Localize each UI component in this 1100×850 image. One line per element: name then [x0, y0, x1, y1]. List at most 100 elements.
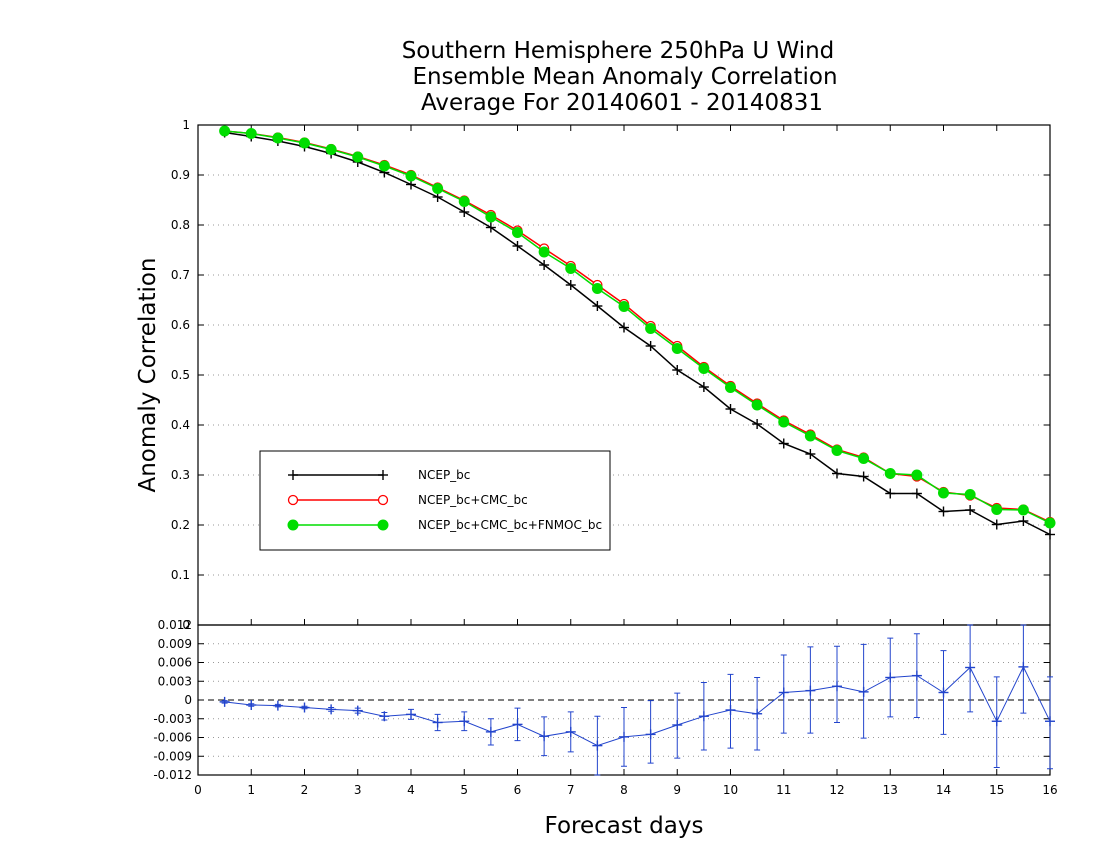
- data-point: [539, 260, 550, 270]
- top-y-tick-label: 0.2: [171, 518, 190, 532]
- data-point: [991, 504, 1003, 515]
- difference-point: [832, 681, 842, 692]
- difference-line: [224, 665, 1051, 747]
- data-point: [1017, 504, 1029, 516]
- data-point: [698, 382, 709, 392]
- data-point: [299, 137, 310, 149]
- data-point: [352, 151, 364, 163]
- difference-point: [485, 726, 496, 737]
- data-point: [538, 246, 550, 258]
- legend-marker-right: [377, 494, 389, 506]
- data-point: [1044, 517, 1056, 529]
- difference-point: [645, 729, 656, 740]
- data-point: [752, 419, 763, 429]
- difference-point: [379, 711, 390, 722]
- difference-point: [512, 719, 523, 730]
- top-panel-series: [219, 125, 1056, 540]
- data-point: [512, 227, 523, 238]
- bottom-y-axis: -0.012 -0.009 -0.006 -0.003 0 0.003 0.006 0.009…: [153, 618, 1050, 782]
- legend-label: NCEP_bc+CMC_bc+FNMOC_bc: [418, 518, 602, 532]
- x-tick-label: 8: [620, 783, 628, 797]
- data-point: [885, 488, 896, 499]
- x-tick-label: 0: [194, 783, 202, 797]
- bottom-y-tick-label: -0.006: [153, 731, 192, 745]
- legend-item-1: NCEP_bc+CMC_bc: [287, 493, 528, 507]
- chart-title-line-2: Ensemble Mean Anomaly Correlation: [412, 64, 837, 90]
- top-y-tick-label: 0.1: [171, 568, 190, 582]
- x-tick-label: 11: [776, 783, 791, 797]
- legend-item-2: NCEP_bc+CMC_bc+FNMOC_bc: [287, 518, 602, 532]
- top-y-tick-label: 0.4: [171, 418, 190, 432]
- bottom-y-tick-label: -0.009: [153, 749, 192, 763]
- difference-point: [991, 716, 1002, 727]
- data-point: [458, 196, 470, 207]
- data-point: [672, 365, 683, 375]
- x-tick-label: 2: [301, 783, 309, 797]
- bottom-y-tick-label: 0.006: [158, 656, 192, 670]
- data-point: [565, 280, 576, 290]
- difference-point: [299, 702, 310, 713]
- data-point: [485, 222, 496, 233]
- x-tick-label: 6: [514, 783, 522, 797]
- top-y-axis: 0 0.1 0.2 0.3 0.4 0.5 0.6 0.7 0.8 0.9 1: [171, 118, 1050, 632]
- x-tick-label: 15: [989, 783, 1004, 797]
- legend-label: NCEP_bc+CMC_bc: [418, 493, 528, 507]
- top-y-tick-label: 0: [182, 618, 190, 632]
- difference-point: [965, 662, 976, 673]
- data-point: [591, 283, 603, 294]
- legend-marker-left: [287, 494, 299, 506]
- difference-point: [459, 716, 470, 727]
- data-point: [884, 468, 896, 479]
- bottom-y-tick-label: 0.012: [158, 618, 192, 632]
- data-point: [725, 382, 736, 393]
- top-y-tick-label: 0.3: [171, 468, 190, 482]
- x-tick-label: 16: [1042, 783, 1057, 797]
- legend-marker-right: [378, 470, 388, 480]
- difference-point: [406, 709, 416, 720]
- difference-point: [885, 672, 896, 683]
- x-tick-label: 13: [883, 783, 898, 797]
- difference-point: [1018, 661, 1029, 672]
- data-point: [485, 211, 497, 223]
- data-point: [565, 263, 577, 274]
- difference-point: [752, 708, 763, 719]
- data-point: [272, 132, 284, 144]
- difference-point: [592, 740, 603, 751]
- data-point: [618, 301, 630, 312]
- data-point: [378, 160, 390, 172]
- data-point: [751, 399, 763, 411]
- data-point: [991, 519, 1002, 530]
- chart-title-line-3: Average For 20140601 - 20140831: [421, 90, 823, 116]
- bottom-y-tick-label: 0: [184, 693, 192, 707]
- difference-point: [805, 685, 816, 696]
- data-point: [965, 505, 976, 515]
- x-tick-label: 4: [407, 783, 415, 797]
- x-tick-label: 1: [247, 783, 255, 797]
- difference-point: [272, 700, 283, 711]
- chart-title-line-1: Southern Hemisphere 250hPa U Wind: [402, 38, 835, 64]
- data-point: [619, 322, 629, 333]
- difference-point: [619, 731, 629, 742]
- chart-title: Southern Hemisphere 250hPa U Wind Ensemb…: [402, 38, 838, 116]
- legend-marker-left: [288, 470, 298, 480]
- data-point: [512, 241, 523, 251]
- data-point: [805, 449, 816, 459]
- legend-marker-left: [287, 519, 299, 531]
- difference-point: [938, 687, 949, 698]
- difference-point: [672, 720, 683, 730]
- bottom-y-tick-label: -0.003: [153, 712, 192, 726]
- difference-point: [778, 687, 789, 698]
- difference-point: [858, 686, 869, 697]
- top-y-tick-label: 1: [182, 118, 190, 132]
- data-point: [911, 469, 923, 481]
- legend-item-0: NCEP_bc: [288, 468, 470, 482]
- data-point: [725, 404, 736, 414]
- x-axis-label: Forecast days: [545, 813, 704, 839]
- top-y-tick-label: 0.6: [171, 318, 190, 332]
- series-2: [219, 125, 1056, 529]
- difference-point: [911, 670, 922, 681]
- x-tick-label: 7: [567, 783, 575, 797]
- data-point: [671, 343, 683, 354]
- difference-point: [539, 731, 550, 742]
- data-point: [804, 430, 816, 442]
